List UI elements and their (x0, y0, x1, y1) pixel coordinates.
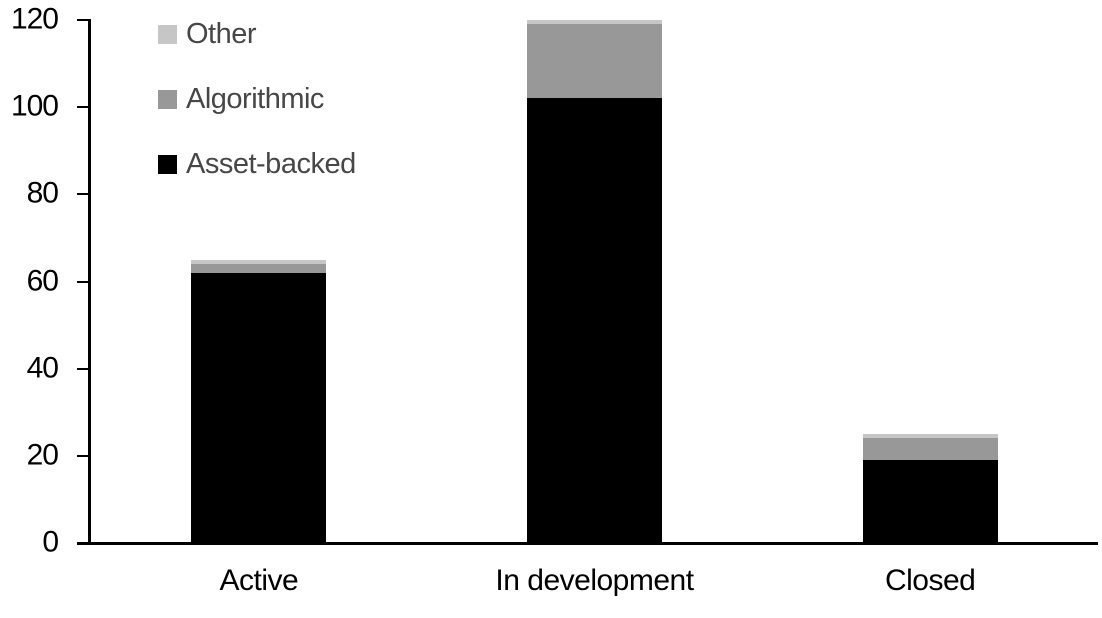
legend-item-other: Other (158, 20, 356, 49)
bar-segment-asset-backed-closed (862, 460, 998, 543)
legend-swatch-asset-backed (158, 155, 177, 174)
legend-swatch-other (158, 25, 177, 44)
x-axis-label-closed: Closed (884, 564, 976, 597)
y-tick-mark (77, 19, 90, 21)
legend-label-algorithmic: Algorithmic (186, 83, 324, 115)
y-tick-label: 80 (26, 176, 59, 210)
y-tick-label: 120 (10, 2, 59, 36)
bar-segment-algorithmic-closed (862, 438, 998, 461)
y-tick-mark (77, 454, 90, 457)
x-axis-label-in-development: In development (495, 564, 694, 597)
y-tick-label: 100 (10, 89, 59, 123)
y-tick-mark (77, 367, 90, 370)
legend-label-asset-backed: Asset-backed (186, 148, 356, 180)
bar-segment-other-closed (862, 434, 998, 439)
y-tick-mark (77, 542, 90, 544)
y-tick-mark (77, 193, 90, 196)
bar-segment-asset-backed-active (191, 272, 327, 543)
y-tick-label: 40 (26, 351, 59, 385)
bar-segment-algorithmic-in-development (527, 24, 662, 99)
y-tick-mark (77, 106, 90, 109)
x-axis-label-active: Active (219, 564, 299, 597)
x-axis-line (77, 542, 1098, 545)
bar-segment-other-in-development (527, 20, 662, 25)
y-tick-mark (77, 280, 90, 283)
legend-swatch-algorithmic (158, 90, 177, 109)
y-tick-label: 0 (42, 525, 59, 559)
bar-segment-other-active (191, 259, 327, 265)
bar-segment-asset-backed-in-development (527, 98, 662, 543)
y-tick-label: 60 (26, 263, 59, 297)
legend: Other Algorithmic Asset-backed (158, 20, 356, 179)
legend-item-asset-backed: Asset-backed (158, 150, 356, 179)
bar-segment-algorithmic-active (191, 264, 327, 273)
y-tick-label: 20 (26, 438, 59, 472)
legend-label-other: Other (186, 18, 257, 50)
legend-item-algorithmic: Algorithmic (158, 85, 356, 114)
